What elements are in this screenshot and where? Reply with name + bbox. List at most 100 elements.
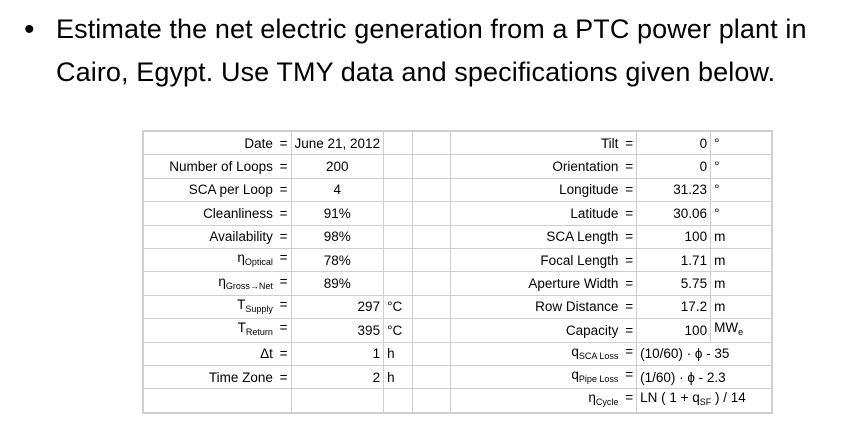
right-value: 0 bbox=[636, 130, 712, 156]
left-value: 4 bbox=[290, 177, 385, 203]
left-value bbox=[290, 388, 385, 414]
left-value: 89% bbox=[290, 271, 385, 296]
table-row: Δt = 1 h qSCA Loss = (10/60) · ϕ - 35 bbox=[142, 341, 773, 366]
l-label-cell: ηGross→Net = bbox=[142, 271, 292, 296]
spacer-cell bbox=[412, 177, 452, 203]
l-label-cell: Number of Loops = bbox=[142, 154, 292, 179]
equals-sign: = bbox=[275, 182, 288, 198]
left-value: 91% bbox=[290, 201, 385, 226]
right-value: 100 bbox=[636, 224, 712, 249]
spacer-cell bbox=[412, 247, 452, 273]
r-label-cell: Aperture Width = bbox=[450, 271, 638, 296]
r-label: Capacity bbox=[565, 322, 619, 338]
l-label: Date bbox=[244, 135, 273, 151]
right-unit: m bbox=[710, 294, 773, 320]
table-row: ηOptical = 78% Focal Length = 1.71 m bbox=[142, 247, 773, 273]
r-label: q bbox=[571, 367, 579, 383]
left-unit: °C bbox=[383, 318, 414, 343]
l-label-cell: Δt = bbox=[142, 341, 292, 366]
r-label: Orientation bbox=[552, 159, 619, 175]
right-value: 17.2 bbox=[636, 294, 712, 320]
left-value: 200 bbox=[290, 154, 385, 179]
r-label-cell: qSCA Loss = bbox=[450, 341, 638, 366]
spacer-cell bbox=[412, 201, 452, 226]
l-label-cell: Date = bbox=[142, 130, 292, 156]
l-label: Availability bbox=[209, 229, 273, 245]
left-unit: °C bbox=[383, 294, 414, 320]
right-value: 1.71 bbox=[636, 247, 712, 273]
l-label-cell: Availability = bbox=[142, 224, 292, 249]
right-unit: ° bbox=[710, 130, 773, 156]
l-label: SCA per Loop bbox=[188, 182, 273, 198]
l-label: η bbox=[237, 250, 245, 266]
left-unit: h bbox=[383, 341, 414, 366]
left-value: 98% bbox=[290, 224, 385, 249]
left-unit: h bbox=[383, 364, 414, 390]
specifications-body: Date = June 21, 2012 Tilt = 0 ° Number of Loo… bbox=[142, 130, 773, 414]
l-label: Time Zone bbox=[208, 369, 273, 385]
left-unit bbox=[383, 224, 414, 249]
right-unit: ° bbox=[710, 177, 773, 203]
left-value: 1 bbox=[290, 341, 385, 366]
r-label-subscript: Cycle bbox=[595, 397, 619, 408]
bullet-marker: • bbox=[24, 13, 35, 46]
l-label: Number of Loops bbox=[169, 159, 273, 175]
r-label-cell: Orientation = bbox=[450, 154, 638, 179]
equals-sign: = bbox=[621, 182, 634, 198]
l-label: Cleanliness bbox=[203, 205, 273, 221]
r-label-cell: Longitude = bbox=[450, 177, 638, 203]
right-value: (1/60) · ϕ - 2.3 bbox=[636, 364, 773, 390]
table-row: SCA per Loop = 4 Longitude = 31.23 ° bbox=[142, 177, 773, 203]
r-label: Longitude bbox=[559, 182, 619, 198]
right-value: 0 bbox=[636, 154, 712, 179]
left-unit bbox=[383, 154, 414, 179]
task-text: Estimate the net electric generation fro… bbox=[56, 14, 807, 87]
right-unit: m bbox=[710, 224, 773, 249]
l-label: Δt bbox=[260, 346, 273, 362]
r-label: Focal Length bbox=[540, 252, 619, 268]
r-label: q bbox=[571, 343, 579, 359]
spacer-cell bbox=[412, 388, 452, 414]
spacer-cell bbox=[412, 224, 452, 249]
left-value: 78% bbox=[290, 247, 385, 273]
equals-sign: = bbox=[621, 229, 634, 245]
equals-sign: = bbox=[275, 159, 288, 175]
right-unit: ° bbox=[710, 201, 773, 226]
table-row: Availability = 98% SCA Length = 100 m bbox=[142, 224, 773, 249]
right-unit: m bbox=[710, 247, 773, 273]
right-value: 100 bbox=[636, 318, 712, 343]
equals-sign: = bbox=[621, 135, 634, 151]
equals-sign: = bbox=[621, 205, 634, 221]
r-label-cell: Row Distance = bbox=[450, 294, 638, 320]
left-unit bbox=[383, 177, 414, 203]
value-subscript: SF bbox=[699, 397, 712, 408]
l-label-cell: TReturn = bbox=[142, 318, 292, 343]
r-label-cell: SCA Length = bbox=[450, 224, 638, 249]
right-value: 31.23 bbox=[636, 177, 712, 203]
r-label-cell: Tilt = bbox=[450, 130, 638, 156]
equals-sign: = bbox=[621, 343, 634, 359]
left-value: June 21, 2012 bbox=[290, 130, 385, 156]
l-label-cell: ηOptical = bbox=[142, 247, 292, 273]
r-label-cell: Latitude = bbox=[450, 201, 638, 226]
table-row: ηCycle = LN ( 1 + qSF ) / 14 bbox=[142, 388, 773, 414]
left-value: 297 bbox=[290, 294, 385, 320]
equals-sign: = bbox=[275, 250, 288, 266]
r-label-subscript: SCA Loss bbox=[578, 350, 619, 361]
table-row: Cleanliness = 91% Latitude = 30.06 ° bbox=[142, 201, 773, 226]
l-label: η bbox=[218, 273, 226, 289]
r-label-cell: Capacity = bbox=[450, 318, 638, 343]
l-label-cell: Cleanliness = bbox=[142, 201, 292, 226]
spacer-cell bbox=[412, 271, 452, 296]
table-row: Number of Loops = 200 Orientation = 0 ° bbox=[142, 154, 773, 179]
r-label: Row Distance bbox=[535, 299, 619, 315]
table-row: ηGross→Net = 89% Aperture Width = 5.75 m bbox=[142, 271, 773, 296]
l-label-subscript: Gross→Net bbox=[225, 280, 273, 291]
equals-sign: = bbox=[275, 229, 288, 245]
left-unit bbox=[383, 201, 414, 226]
r-label: Tilt bbox=[600, 135, 619, 151]
equals-sign: = bbox=[275, 135, 288, 151]
table-row: TReturn = 395 °C Capacity = 100 MWe bbox=[142, 318, 773, 343]
spacer-cell bbox=[412, 154, 452, 179]
equals-sign: = bbox=[275, 205, 288, 221]
